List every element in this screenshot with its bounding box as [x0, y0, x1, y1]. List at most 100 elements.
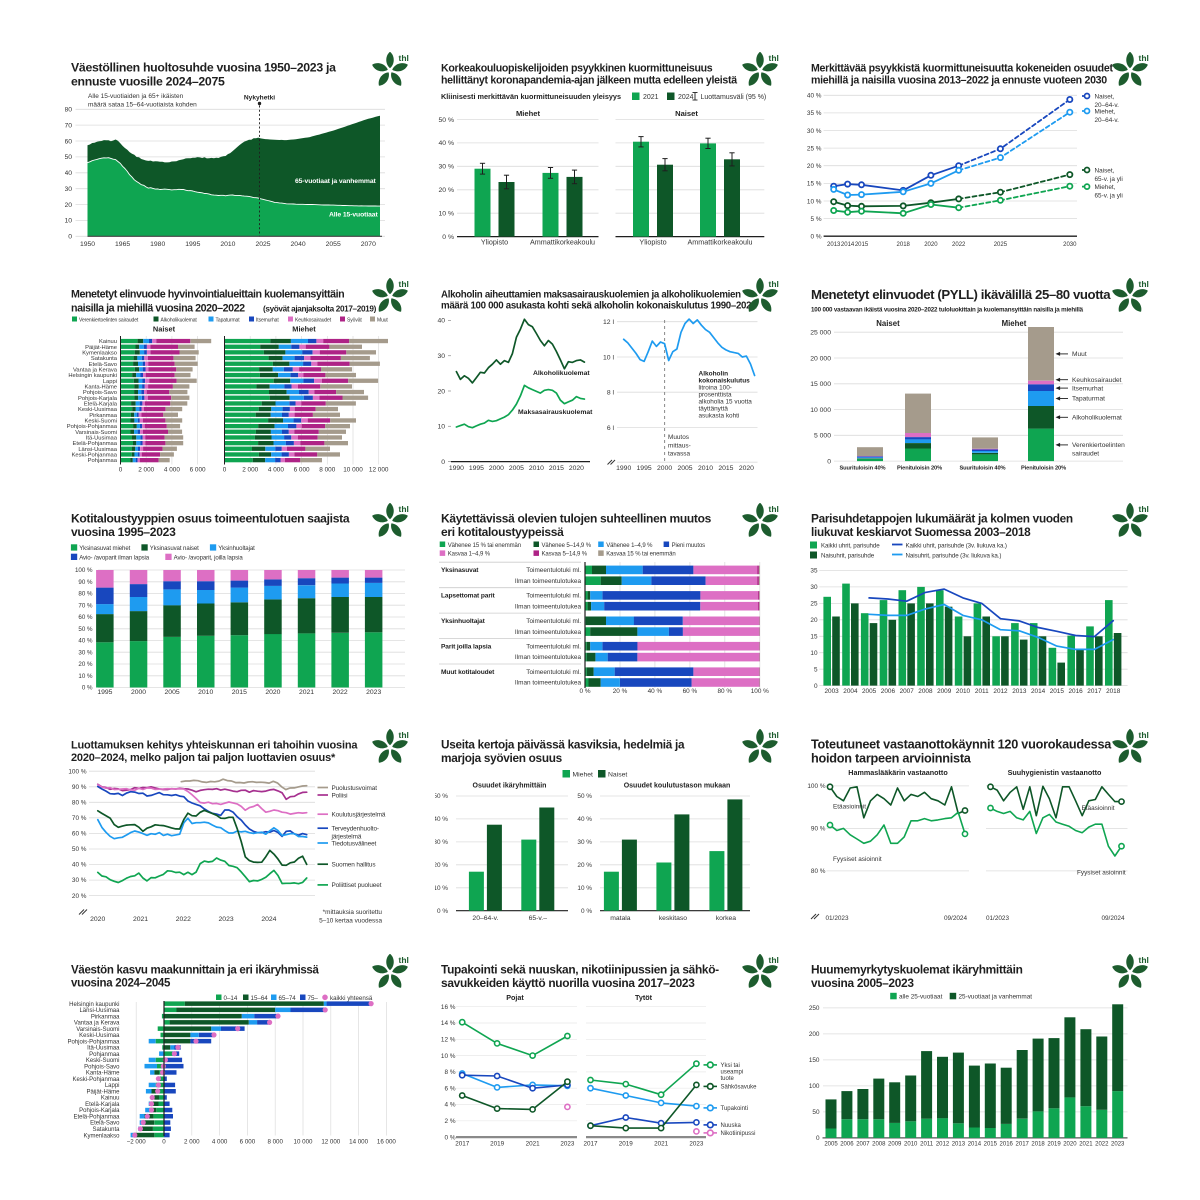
svg-text:Kainuu: Kainuu: [99, 339, 117, 345]
svg-text:10 %: 10 %: [807, 198, 822, 205]
svg-text:65-vuotiaat ja vanhemmat: 65-vuotiaat ja vanhemmat: [295, 178, 377, 185]
svg-text:2021: 2021: [299, 689, 314, 696]
svg-text:Helsingin kaupunki: Helsingin kaupunki: [69, 1002, 119, 1008]
svg-text:10 %: 10 %: [439, 211, 455, 218]
svg-text:prosenttista: prosenttista: [699, 391, 732, 398]
svg-text:2014: 2014: [968, 1141, 982, 1147]
svg-text:2000: 2000: [657, 465, 672, 472]
svg-text:2020: 2020: [265, 689, 280, 696]
svg-text:thl: thl: [769, 279, 779, 289]
svg-text:0–14: 0–14: [224, 995, 238, 1002]
svg-text:1990: 1990: [616, 465, 631, 472]
svg-text:2008: 2008: [918, 688, 933, 695]
svg-text:Päijät-Häme: Päijät-Häme: [85, 344, 117, 350]
svg-text:2023: 2023: [366, 689, 381, 696]
svg-text:90 %: 90 %: [78, 579, 93, 586]
svg-text:6 l: 6 l: [607, 424, 615, 431]
svg-text:2015: 2015: [984, 1141, 998, 1147]
svg-text:2020: 2020: [739, 465, 754, 472]
svg-text:Alkoholin aiheuttamien maksasa: Alkoholin aiheuttamien maksasairauskuole…: [441, 289, 741, 300]
svg-text:8 000: 8 000: [319, 466, 335, 473]
svg-text:Huumemyrkytyskuolemat ikäryhmi: Huumemyrkytyskuolemat ikäryhmittäin: [811, 963, 1023, 977]
svg-text:0 %: 0 %: [581, 907, 592, 914]
svg-text:4 000: 4 000: [164, 466, 180, 473]
svg-text:vuosina 1995–2023: vuosina 1995–2023: [71, 525, 176, 539]
svg-text:2023: 2023: [219, 916, 234, 923]
svg-text:2055: 2055: [326, 241, 341, 248]
svg-text:Ammattikorkeakoulu: Ammattikorkeakoulu: [687, 238, 752, 247]
svg-text:2010: 2010: [904, 1141, 918, 1147]
svg-text:1995: 1995: [469, 465, 484, 472]
svg-text:Pohjois-Savo: Pohjois-Savo: [84, 1064, 120, 1070]
svg-text:2010: 2010: [956, 688, 971, 695]
svg-text:100: 100: [809, 1083, 820, 1090]
svg-text:60 %: 60 %: [78, 614, 93, 621]
svg-text:Naiset: Naiset: [608, 771, 627, 778]
svg-text:150: 150: [809, 1057, 820, 1064]
svg-text:Terveydenhuolto-: Terveydenhuolto-: [332, 825, 379, 832]
svg-text:Kotitaloustyyppien osuus toime: Kotitaloustyyppien osuus toimeentulotuen…: [71, 512, 350, 526]
svg-text:2012: 2012: [993, 688, 1008, 695]
svg-text:1995: 1995: [637, 465, 652, 472]
svg-text:Väestöllinen huoltosuhde vuosi: Väestöllinen huoltosuhde vuosina 1950–20…: [71, 61, 336, 75]
svg-text:Ammattikorkeakoulu: Ammattikorkeakoulu: [530, 238, 595, 247]
svg-text:2012: 2012: [936, 1141, 950, 1147]
svg-text:korkea: korkea: [716, 915, 737, 922]
svg-text:2017: 2017: [455, 1141, 470, 1148]
svg-text:2003: 2003: [824, 688, 839, 695]
svg-text:Ilman toimeentulotukea: Ilman toimeentulotukea: [515, 578, 582, 585]
svg-text:Pirkanmaa: Pirkanmaa: [91, 1014, 120, 1020]
svg-text:5 000: 5 000: [814, 432, 831, 439]
svg-text:0: 0: [223, 466, 227, 473]
svg-text:Keski-Uusimaa: Keski-Uusimaa: [79, 1033, 120, 1039]
svg-text:20 %: 20 %: [439, 187, 455, 194]
svg-text:2015: 2015: [549, 465, 564, 472]
svg-text:Etelä-Savo: Etelä-Savo: [89, 361, 117, 367]
svg-text:4 000: 4 000: [268, 466, 284, 473]
svg-text:määrä sataa 15–64-vuotiaista k: määrä sataa 15–64-vuotiaista kohden: [88, 102, 197, 109]
svg-text:thl: thl: [769, 53, 779, 63]
svg-text:Vähenee 1–4,9 %: Vähenee 1–4,9 %: [606, 543, 653, 549]
svg-text:Luottamuksen kehitys yhteiskun: Luottamuksen kehitys yhteiskunnan eri ta…: [71, 739, 358, 751]
svg-text:2013: 2013: [1012, 688, 1027, 695]
svg-text:20 %: 20 %: [72, 892, 87, 899]
svg-text:Tupakointi: Tupakointi: [721, 1106, 748, 1112]
svg-text:30: 30: [810, 584, 818, 591]
svg-text:tavassa: tavassa: [668, 450, 690, 457]
svg-text:2010: 2010: [220, 241, 235, 248]
svg-text:2024: 2024: [678, 94, 694, 101]
svg-text:Miehet: Miehet: [1002, 319, 1027, 328]
svg-text:thl: thl: [769, 504, 779, 514]
svg-text:2070: 2070: [361, 241, 376, 248]
svg-text:80 %: 80 %: [811, 868, 826, 875]
svg-text:200: 200: [809, 1031, 820, 1038]
svg-text:Pohjanmaa: Pohjanmaa: [89, 1052, 120, 1058]
svg-text:asukasta kohti: asukasta kohti: [699, 412, 740, 419]
svg-text:2020: 2020: [924, 242, 938, 248]
svg-text:15 %: 15 %: [807, 181, 822, 188]
svg-text:1980: 1980: [150, 241, 165, 248]
svg-text:Itä-Uusimaa: Itä-Uusimaa: [86, 435, 118, 441]
svg-text:30 %: 30 %: [577, 839, 592, 846]
svg-text:thl: thl: [399, 279, 409, 289]
svg-text:Vantaa ja Kerava: Vantaa ja Kerava: [73, 367, 118, 373]
svg-text:Kasvaa 15 % tai enemmän: Kasvaa 15 % tai enemmän: [606, 552, 675, 558]
svg-text:thl: thl: [399, 955, 409, 965]
svg-text:Päijät-Häme: Päijät-Häme: [86, 1089, 120, 1095]
svg-text:10: 10: [65, 218, 72, 225]
svg-text:Naiset: Naiset: [153, 324, 176, 333]
svg-text:10 %: 10 %: [78, 673, 93, 680]
svg-text:Kainuu: Kainuu: [101, 1096, 120, 1102]
svg-text:Yksinasuvat: Yksinasuvat: [441, 567, 479, 574]
svg-text:2020: 2020: [1063, 1141, 1077, 1147]
svg-text:25 000: 25 000: [810, 329, 831, 336]
svg-text:Pienituloisin 20%: Pienituloisin 20%: [1021, 465, 1066, 471]
svg-text:2022: 2022: [333, 689, 348, 696]
svg-text:2000: 2000: [131, 689, 146, 696]
svg-text:2011: 2011: [975, 688, 989, 695]
svg-text:09/2024: 09/2024: [1101, 915, 1125, 922]
svg-text:Pirkanmaa: Pirkanmaa: [89, 412, 117, 418]
svg-text:Naisuhrit, parisuhde (3v. liuk: Naisuhrit, parisuhde (3v. liukuva ka.): [906, 553, 1002, 560]
svg-text:Pohjanmaa: Pohjanmaa: [88, 458, 118, 464]
svg-text:alkoholia 15 vuotta: alkoholia 15 vuotta: [699, 398, 753, 405]
